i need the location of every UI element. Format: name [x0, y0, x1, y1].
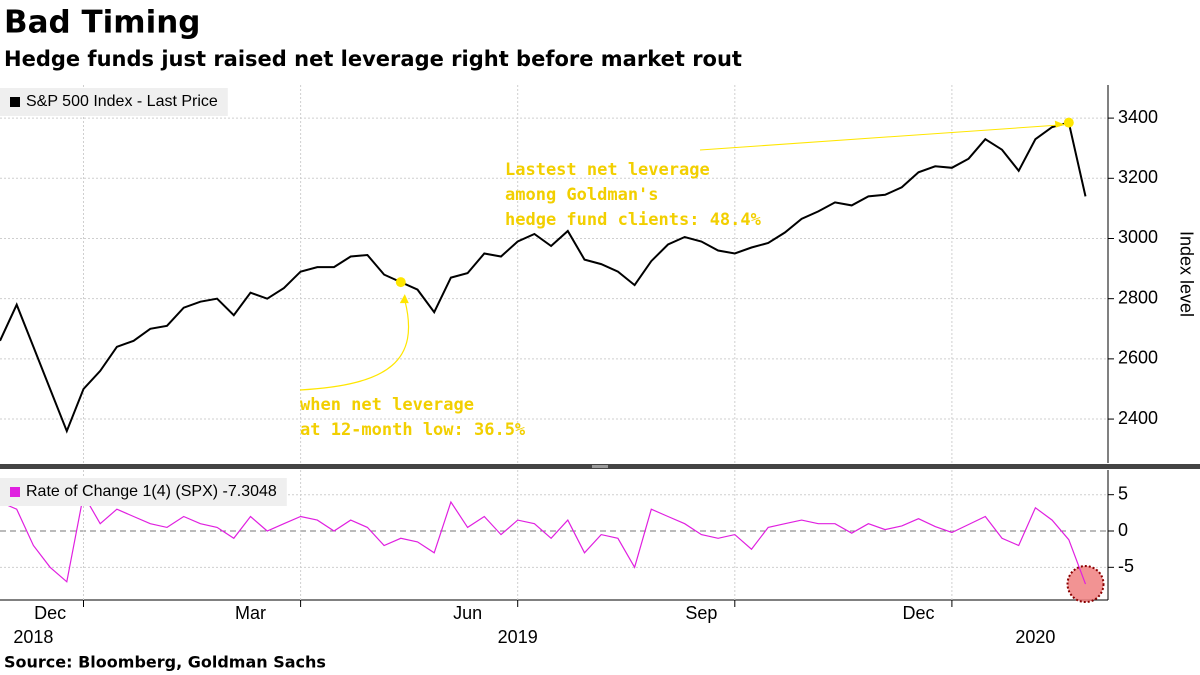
annotation-line	[699, 124, 1065, 151]
legend-label: Rate of Change 1(4) (SPX) -7.3048	[26, 483, 277, 500]
x-tick-label: Jun	[453, 603, 482, 623]
divider-grip	[592, 465, 608, 468]
annotation-dot	[1063, 117, 1074, 128]
y-tick-label: 3000	[1118, 227, 1158, 247]
y-tick-label: 0	[1118, 520, 1128, 540]
y-tick-label: 5	[1118, 483, 1128, 503]
legend: Rate of Change 1(4) (SPX) -7.3048	[0, 478, 287, 506]
y-tick-label: 2600	[1118, 348, 1158, 368]
source: Source: Bloomberg, Goldman Sachs	[4, 653, 326, 672]
annotation-dot	[395, 277, 406, 288]
legend-box	[0, 88, 228, 116]
y-axis-label: Index level	[1176, 231, 1196, 317]
annotation-text: hedge fund clients: 48.4%	[505, 210, 762, 230]
series-line	[0, 493, 1087, 585]
x-year-label: 2018	[13, 627, 53, 647]
legend-swatch	[10, 487, 20, 497]
legend: S&P 500 Index - Last Price	[0, 88, 228, 116]
y-tick-label: 2800	[1118, 287, 1158, 307]
annotation-text: Lastest net leverage	[505, 160, 710, 180]
legend-box	[0, 478, 287, 506]
legend-swatch	[10, 97, 20, 107]
x-year-label: 2019	[498, 627, 538, 647]
chart-title: Bad Timing	[4, 5, 201, 41]
legend-name: Rate of Change 1(4) (SPX)	[26, 483, 218, 500]
x-tick-label: Dec	[902, 603, 934, 623]
legend-value: -7.3048	[223, 483, 277, 500]
annotation-text: among Goldman's	[505, 185, 659, 205]
y-tick-label: 3200	[1118, 167, 1158, 187]
y-tick-label: 2400	[1118, 408, 1158, 428]
y-tick-label: -5	[1118, 556, 1134, 576]
chart-subtitle: Hedge funds just raised net leverage rig…	[4, 47, 742, 71]
annotation-arrow	[1054, 120, 1065, 128]
legend-label: S&P 500 Index - Last Price	[26, 93, 218, 110]
annotation-arrow	[399, 294, 409, 304]
annotation-text: when net leverage	[300, 395, 474, 415]
annotation-text: at 12-month low: 36.5%	[300, 420, 526, 440]
series-line	[0, 121, 1087, 434]
annotation-line	[299, 299, 410, 391]
x-tick-label: Dec	[34, 603, 66, 623]
x-tick-label: Sep	[685, 603, 717, 623]
legend-name: S&P 500 Index - Last Price	[26, 93, 218, 110]
y-tick-label: 3400	[1118, 107, 1158, 127]
x-year-label: 2020	[1015, 627, 1055, 647]
x-tick-label: Mar	[235, 603, 266, 623]
